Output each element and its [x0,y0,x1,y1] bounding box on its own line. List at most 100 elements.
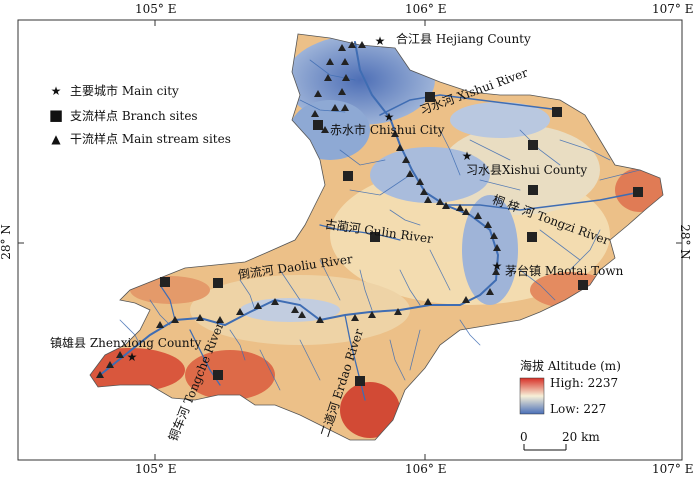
main-stream-sites [96,41,501,378]
main-stream-site-marker [474,212,482,219]
label-xishui-county: 习水县Xishui County [466,163,588,177]
main-stream-site-marker [424,298,432,305]
main-stream-site-marker [406,170,414,177]
main-stream-site-marker [484,221,492,228]
scale-bar-graphic [523,444,567,451]
star-icon: ★ [50,83,62,98]
main-stream-site-marker [321,126,329,133]
main-stream-site-marker [254,302,262,309]
main-stream-site-marker [116,351,124,358]
main-stream-site-marker [348,41,356,48]
tick-bottom-105: 105° E [135,462,177,476]
main-stream-site-marker [490,232,498,239]
tick-top-107: 107° E [652,2,694,16]
tick-top-105: 105° E [135,2,177,16]
main-stream-site-marker [156,321,164,328]
main-stream-site-marker [196,314,204,321]
branch-site-marker [213,370,223,380]
main-stream-site-marker [493,244,501,251]
legend-label: 主要城市 Main city [70,84,179,98]
main-stream-site-marker [436,198,444,205]
main-stream-site-marker [442,202,450,209]
main-stream-site-marker [341,58,349,65]
branch-site-marker [355,376,365,386]
main-stream-site-marker [291,306,299,313]
city-star-marker: ★ [492,259,503,273]
legend-branch-sites: ■ 支流样点 Branch sites [48,106,198,124]
label-chishui-city: 赤水市 Chishui City [330,123,445,137]
altitude-gradient-bar [519,377,545,415]
main-stream-site-marker [342,74,350,81]
main-stream-site-marker [271,298,279,305]
label-zhenxiong-county: 镇雄县 Zhenxiong County [50,336,202,350]
branch-site-marker [528,140,538,150]
main-stream-site-marker [324,74,332,81]
city-star-marker: ★ [127,350,138,364]
tick-bottom-107: 107° E [652,462,694,476]
branch-site-marker [160,277,170,287]
branch-site-marker [552,107,562,117]
scale-bar-zero: 0 [520,430,528,444]
main-stream-site-marker [326,58,334,65]
main-stream-site-marker [358,41,366,48]
triangle-icon: ▲ [51,131,61,146]
square-icon: ■ [48,106,64,124]
branch-site-marker [633,187,643,197]
main-stream-site-marker [456,204,464,211]
branch-site-marker [313,120,323,130]
main-cities: ★ ★ ★ ★ ★ [127,34,503,364]
branch-site-marker [213,278,223,288]
main-stream-site-marker [106,361,114,368]
label-maotai-town: 茅台镇 Maotai Town [505,264,624,278]
main-stream-site-marker [236,308,244,315]
tick-bottom-106: 106° E [405,462,447,476]
legend-main-stream-sites: ▲ 干流样点 Main stream sites [48,130,231,147]
main-stream-site-marker [316,316,324,323]
branch-site-marker [343,171,353,181]
legend-label: 干流样点 Main stream sites [70,132,231,146]
label-hejiang-county: 合江县 Hejiang County [396,32,531,46]
graticule-ticks [18,20,682,460]
main-stream-site-marker [420,188,428,195]
main-stream-site-marker [298,311,306,318]
altitude-low-label: Low: 227 [550,402,607,416]
branch-site-marker [425,92,435,102]
main-stream-site-marker [96,371,104,378]
basin-boundary [89,33,664,441]
branch-site-marker [370,232,380,242]
main-stream-site-marker [391,130,399,137]
main-stream-site-marker [396,144,404,151]
main-stream-site-marker [331,104,339,111]
main-stream-site-marker [462,296,470,303]
main-stream-site-marker [486,288,494,295]
branch-site-marker [527,232,537,242]
legend-label: 支流样点 Branch sites [70,108,198,123]
branch-site-marker [528,185,538,195]
main-stream-site-marker [402,156,410,163]
main-stream-site-marker [492,268,500,275]
main-stream-site-marker [338,88,346,95]
main-stream-site-marker [171,316,179,323]
main-stream-site-marker [462,208,470,215]
main-stream-site-marker [416,178,424,185]
scale-bar-distance: 20 km [562,430,600,444]
main-stream-site-marker [216,316,224,323]
tick-top-106: 106° E [405,2,447,16]
main-stream-site-marker [338,44,346,51]
altitude-high-label: High: 2237 [550,376,619,390]
branch-sites [160,92,643,386]
tick-left-28n: 28° N [0,224,13,260]
city-star-marker: ★ [375,34,386,48]
city-star-marker: ★ [384,110,395,124]
city-star-marker: ★ [462,149,473,163]
main-stream-site-marker [311,110,319,117]
main-stream-site-marker [368,311,376,318]
main-stream-site-marker [424,196,432,203]
main-stream-site-marker [314,90,322,97]
branch-site-marker [578,280,588,290]
main-stream-site-marker [394,308,402,315]
main-stream-site-marker [341,104,349,111]
tick-right-28n: 28° N [677,224,692,260]
main-stream-site-marker [351,314,359,321]
